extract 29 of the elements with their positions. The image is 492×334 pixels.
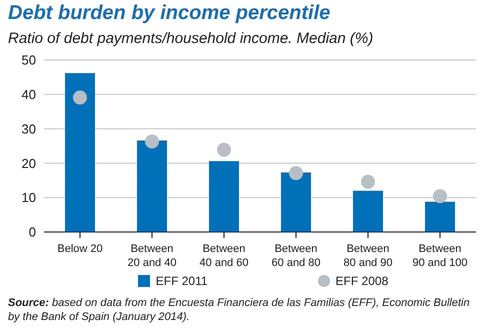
- point: [145, 134, 159, 149]
- bar: [65, 73, 95, 232]
- chart-title: Debt burden by income percentile: [8, 2, 330, 25]
- point: [289, 166, 303, 180]
- bar: [353, 190, 383, 232]
- point: [217, 142, 231, 157]
- legend-label: EFF 2011: [154, 274, 208, 288]
- x-tick-label: Between 90 and 100: [412, 243, 468, 269]
- bar: [425, 202, 455, 232]
- chart-subtitle: Ratio of debt payments/household income. Median (%): [8, 30, 374, 47]
- x-tick-label: Between 80 and 90: [344, 243, 392, 269]
- point: [361, 174, 375, 189]
- legend-label: EFF 2008: [334, 274, 388, 288]
- y-tick-label: 30: [22, 121, 36, 136]
- y-tick-label: 20: [22, 156, 36, 171]
- x-tick-label: Below 20: [57, 243, 103, 255]
- point: [73, 90, 87, 104]
- y-tick-label: 40: [22, 87, 36, 102]
- y-tick-label: 50: [22, 52, 36, 68]
- bar: [209, 161, 239, 232]
- y-tick-label: 10: [22, 190, 36, 206]
- bar: [281, 172, 311, 232]
- bar: [137, 140, 167, 232]
- x-tick-label: Between 60 and 80: [272, 243, 320, 269]
- point: [433, 189, 447, 204]
- x-tick-label: Between 20 and 40: [128, 243, 176, 269]
- y-tick-label: 0: [28, 224, 36, 240]
- x-tick-label: Between 40 and 60: [200, 243, 248, 269]
- source-note: Source: based on data from the Encuesta Financiera de las Familias (EFF), Economic Bulletin by the Bank of Spain (January 2014).: [8, 296, 471, 324]
